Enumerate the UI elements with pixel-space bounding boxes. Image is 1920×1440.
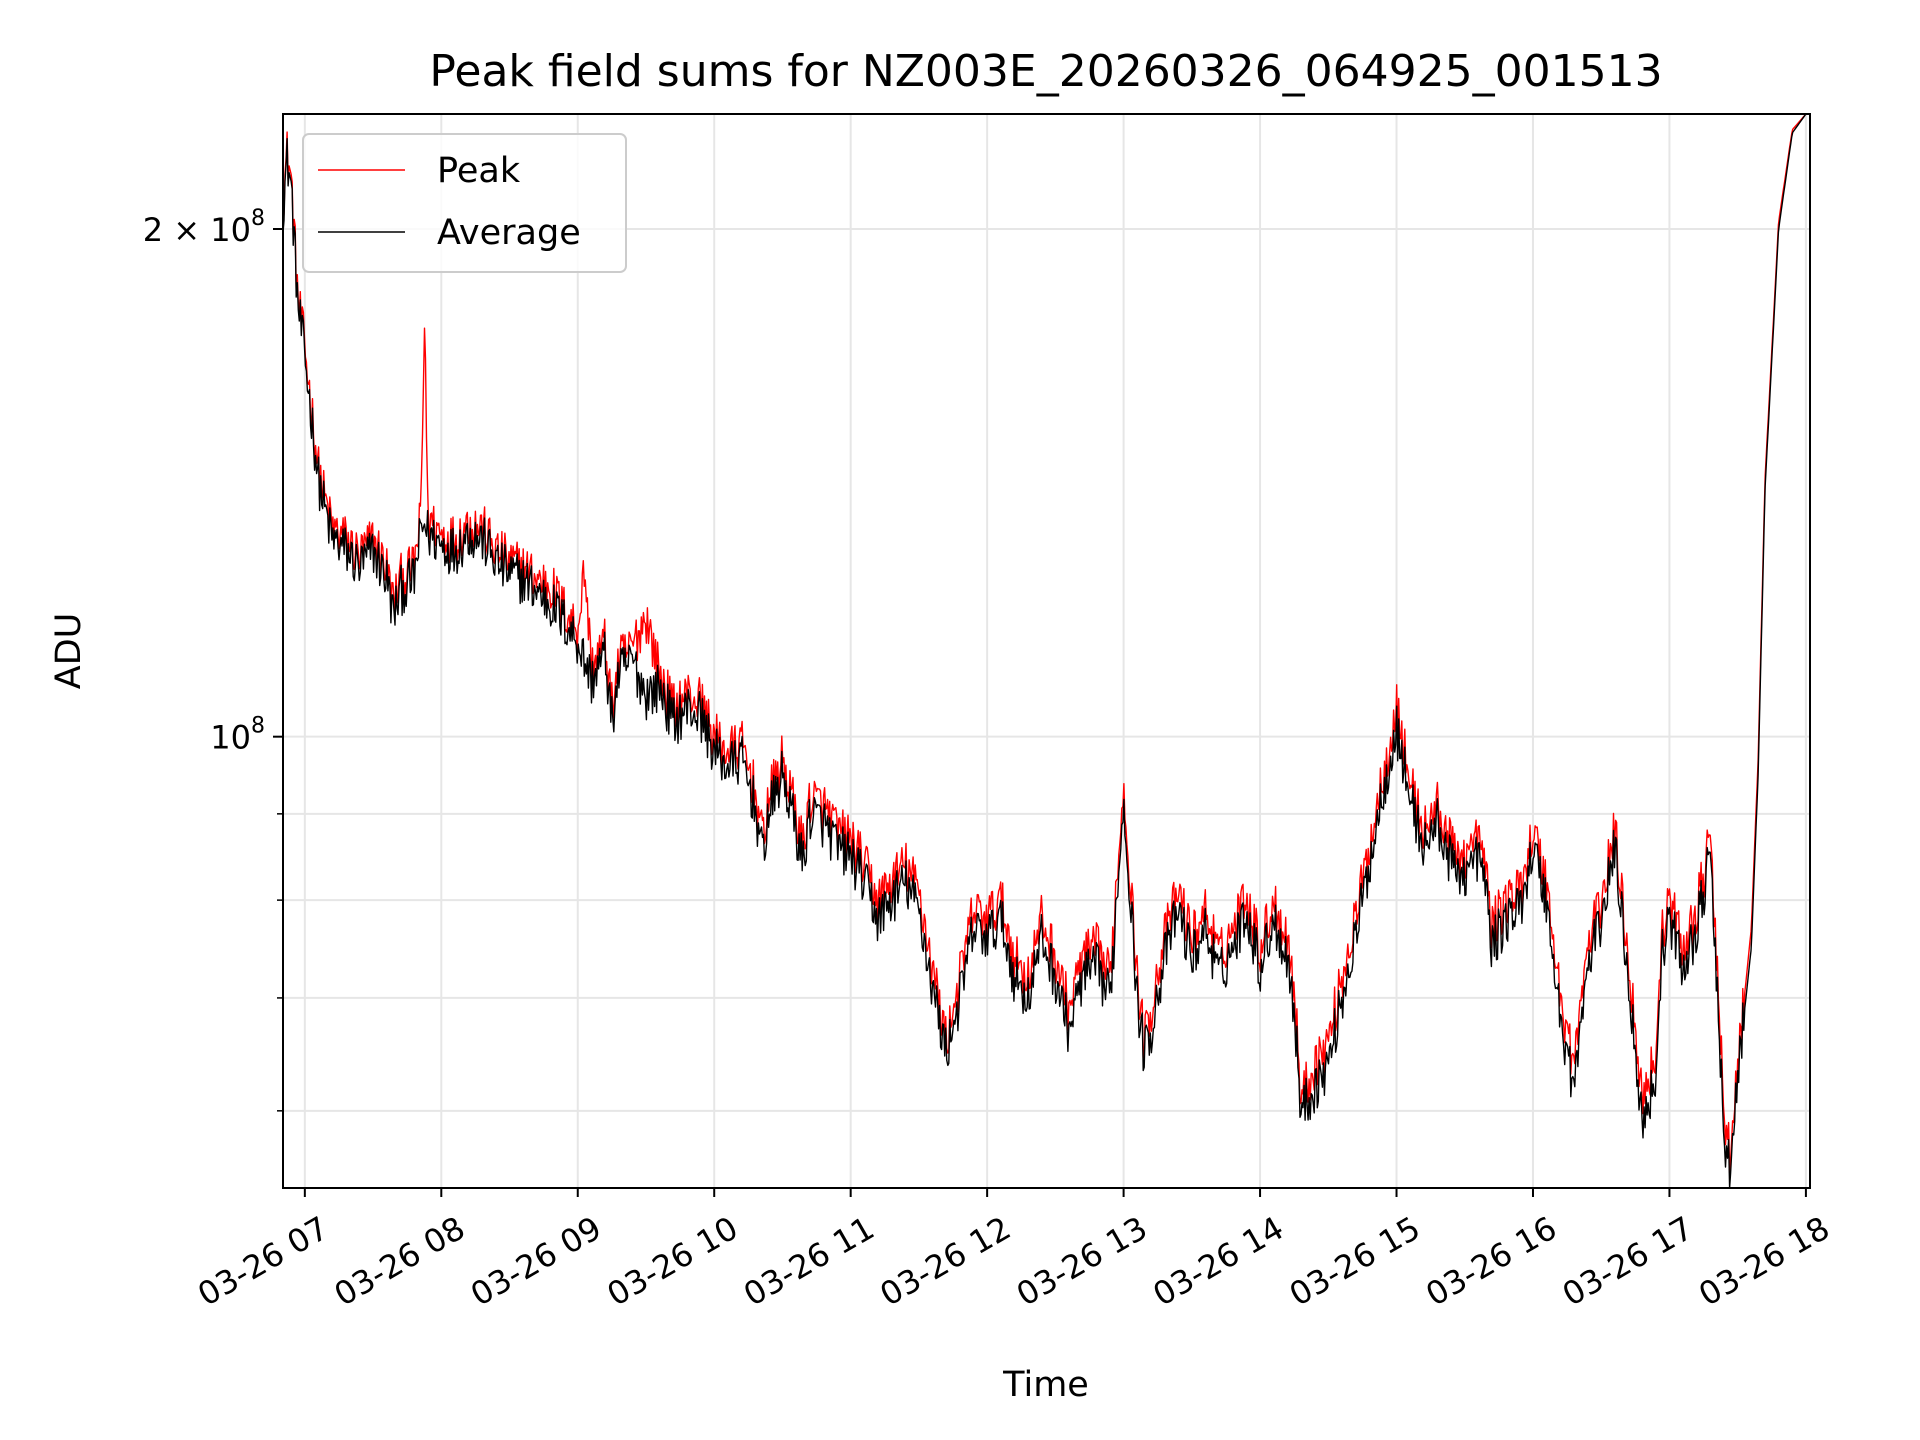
x-axis-label: Time — [1002, 1365, 1089, 1405]
series-line-average — [282, 113, 1810, 1189]
y-tick-mantissa: 2 × — [143, 211, 211, 249]
y-tick-label: 108 — [210, 714, 265, 757]
legend: Peak Average — [302, 133, 627, 273]
legend-box — [302, 133, 627, 273]
legend-label-peak: Peak — [437, 151, 521, 191]
series-line-peak — [282, 113, 1810, 1174]
y-axis-label: ADU — [49, 613, 89, 690]
series-lines — [282, 113, 1810, 1189]
y-tick-base: 10 — [210, 719, 251, 757]
grid — [283, 114, 1810, 1188]
chart-title: Peak field sums for NZ003E_20260326_0649… — [429, 46, 1662, 97]
plot-frame — [282, 113, 1811, 1189]
y-tick-exponent: 8 — [251, 714, 265, 739]
y-tick-label: 2 × 108 — [143, 206, 265, 249]
legend-label-average: Average — [437, 213, 581, 253]
y-tick-exponent: 8 — [251, 206, 265, 231]
y-tick-base: 10 — [210, 211, 251, 249]
